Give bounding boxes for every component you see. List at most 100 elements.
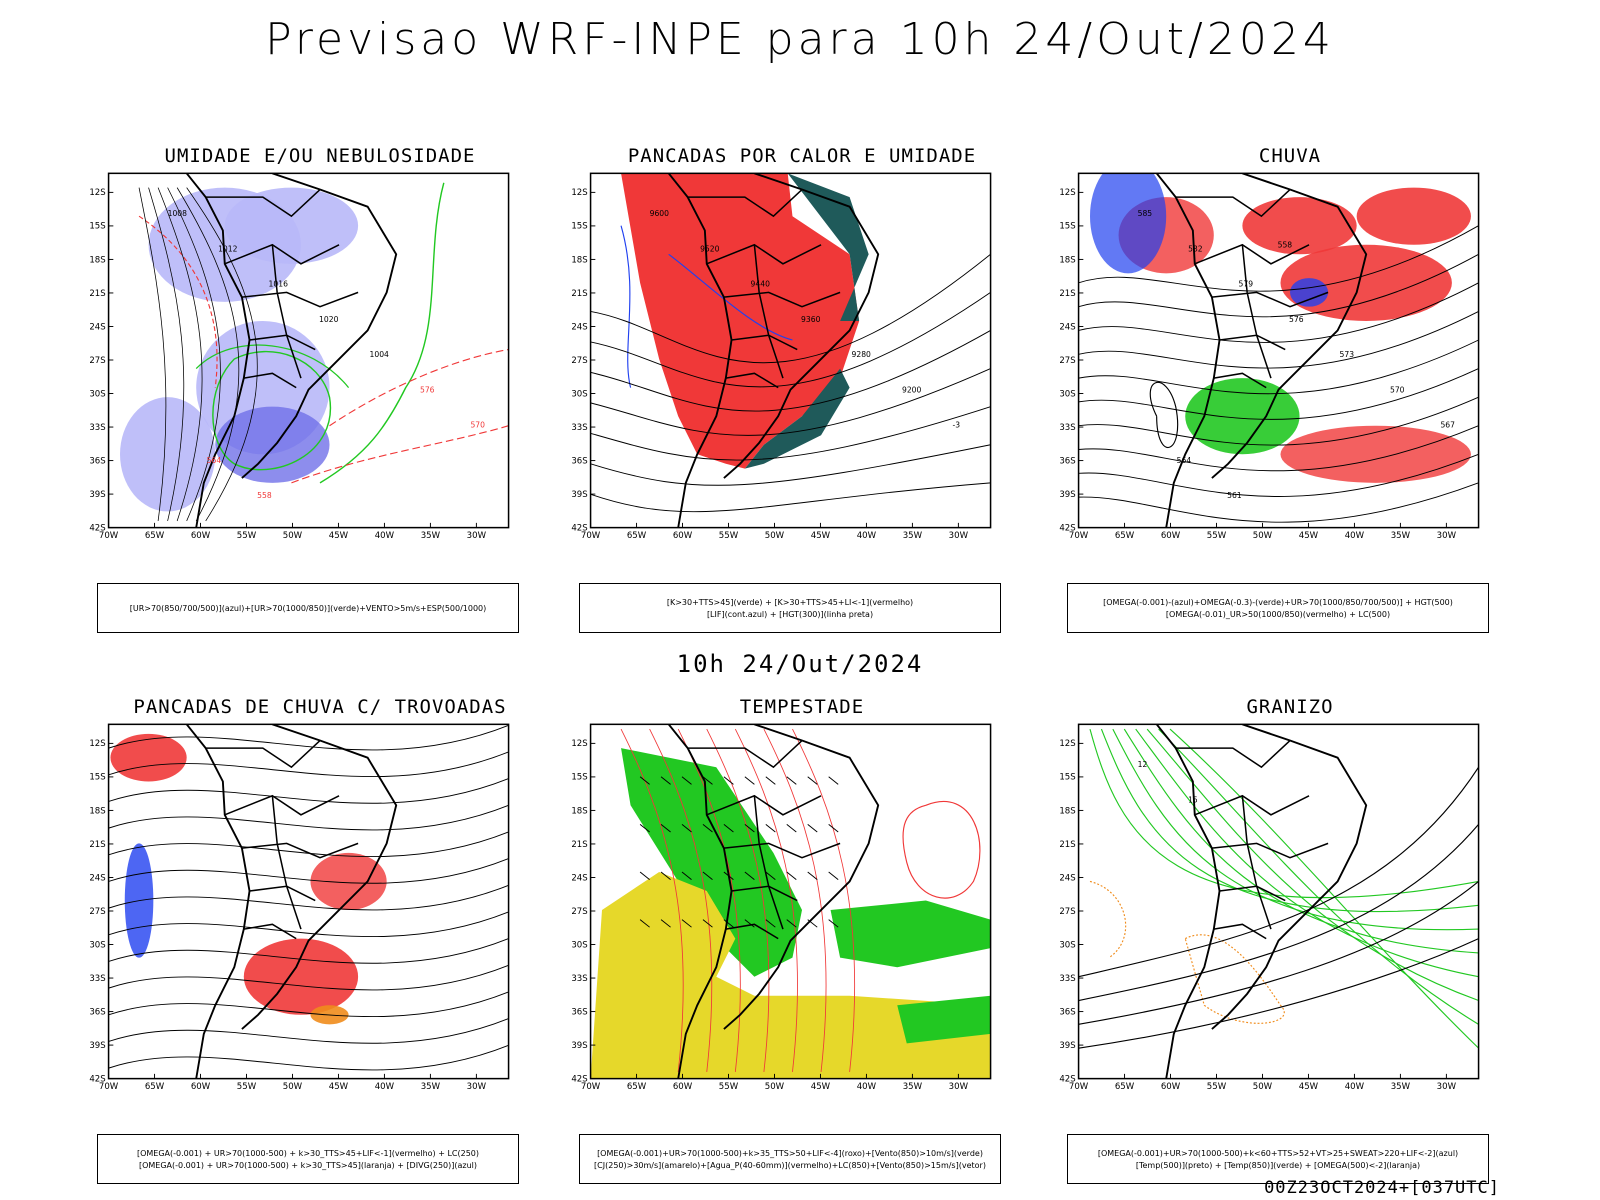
lat-tick-label: 12S: [571, 739, 587, 749]
map-frame: [107, 723, 510, 1080]
lon-tick-label: 50W: [283, 1082, 303, 1091]
lat-tick-label: 21S: [89, 840, 105, 850]
lat-tick-label: 36S: [571, 456, 587, 466]
lat-tick-label: 15S: [571, 773, 587, 783]
lat-tick-label: 21S: [571, 289, 587, 299]
lat-tick-label: 24S: [571, 322, 587, 332]
lon-tick-label: 65W: [1115, 531, 1135, 540]
contour-label: 567: [1440, 421, 1455, 430]
panel-title: GRANIZO: [1246, 696, 1334, 718]
lat-tick-label: 42S: [1059, 523, 1075, 533]
lon-tick-label: 50W: [1253, 1082, 1273, 1091]
lat-tick-label: 18S: [1059, 255, 1075, 265]
lat-tick-label: 33S: [1059, 423, 1075, 433]
lon-tick-label: 70W: [1069, 531, 1089, 540]
map-layers: 1008 1012 1016 1020 1004 576 570 564 558: [120, 173, 509, 528]
lon-tick-label: 35W: [1391, 1082, 1411, 1091]
lat-tick-label: 24S: [89, 873, 105, 883]
map-frame: [1077, 172, 1480, 529]
lat-tick-label: 30S: [89, 940, 105, 950]
lat-tick-label: 24S: [89, 322, 105, 332]
lon-tick-label: 65W: [627, 1082, 647, 1091]
panel-title: CHUVA: [1258, 145, 1322, 167]
lat-tick-label: 12S: [571, 188, 587, 198]
lon-tick-label: 40W: [1345, 531, 1365, 540]
lon-tick-label: 65W: [1115, 1082, 1135, 1091]
panel-title: TEMPESTADE: [739, 696, 865, 718]
lat-tick-label: 21S: [1059, 289, 1075, 299]
lon-tick-label: 50W: [1253, 531, 1273, 540]
forecast-map: 585 582 579 576 573 570 567 564 561 558 12S 15S 18S 2…: [1059, 172, 1480, 540]
contour-label: 9200: [902, 385, 922, 394]
lon-tick-label: 30W: [1437, 531, 1457, 540]
lat-tick-label: 30S: [571, 389, 587, 399]
map-layers: 9600 9520 9440 9360 9280 9200 -3: [590, 173, 991, 528]
panel-title: PANCADAS DE CHUVA C/ TROVOADAS: [133, 696, 507, 718]
lon-tick-label: 35W: [903, 1082, 923, 1091]
lon-tick-label: 70W: [99, 531, 119, 540]
lon-tick-label: 45W: [811, 1082, 831, 1091]
lat-tick-label: 39S: [89, 490, 105, 500]
lat-tick-label: 18S: [89, 806, 105, 816]
lon-tick-label: 30W: [949, 531, 969, 540]
lat-tick-label: 30S: [1059, 940, 1075, 950]
lon-tick-label: 40W: [1345, 1082, 1365, 1091]
lat-tick-label: 15S: [571, 222, 587, 232]
forecast-panel: PANCADAS POR CALOR E UMIDADE 9600 9520 9440…: [552, 145, 1052, 635]
lon-tick-label: 60W: [191, 531, 211, 540]
panel-legend: [OMEGA(-0.001)-(azul)+OMEGA(-0.3)-(verde…: [1067, 583, 1489, 633]
contour-label: 9600: [650, 209, 670, 218]
lat-tick-label: 42S: [89, 523, 105, 533]
lat-tick-label: 39S: [1059, 490, 1075, 500]
lat-tick-label: 36S: [89, 1007, 105, 1017]
lat-tick-label: 15S: [1059, 773, 1075, 783]
map-layers: 12 15: [1078, 724, 1479, 1079]
lat-tick-label: 42S: [89, 1074, 105, 1084]
panel-legend: [UR>70(850/700/500)](azul)+[UR>70(1000/8…: [97, 583, 519, 633]
panel-title: UMIDADE E/OU NEBULOSIDADE: [164, 145, 476, 167]
lon-tick-label: 45W: [329, 1082, 349, 1091]
lat-tick-label: 24S: [1059, 322, 1075, 332]
lon-tick-label: 70W: [581, 1082, 601, 1091]
lat-tick-label: 33S: [89, 423, 105, 433]
forecast-map: 12 15 12S 15S 18S 21S 24S 27S 30S 33S 36S 39S 42S70W…: [1059, 723, 1480, 1091]
legend-line: [OMEGA(-0.001)+UR>70(1000-500)+k<60+TTS>…: [1097, 1148, 1459, 1158]
contour-label: 1020: [319, 315, 339, 324]
lon-tick-label: 70W: [1069, 1082, 1089, 1091]
valid-time-label: 10h 24/Out/2024: [676, 650, 924, 678]
contour-label: 9440: [751, 280, 771, 289]
lat-tick-label: 42S: [571, 523, 587, 533]
lat-tick-label: 27S: [89, 356, 105, 366]
lat-tick-label: 33S: [571, 423, 587, 433]
lat-tick-label: 39S: [571, 1041, 587, 1051]
contour-label: 15: [1188, 795, 1198, 804]
contour-label: 1008: [168, 209, 188, 218]
legend-line: [Temp(500)](preto) + [Temp(850)](verde) …: [1135, 1160, 1421, 1170]
lat-tick-label: 12S: [1059, 188, 1075, 198]
lat-tick-label: 15S: [89, 773, 105, 783]
lon-tick-label: 55W: [237, 531, 257, 540]
forecast-map: 1008 1012 1016 1020 1004 576 570 564 558 12S 15S 18…: [89, 172, 510, 540]
lon-tick-label: 40W: [375, 1082, 395, 1091]
contour-label: 564: [1177, 456, 1192, 465]
lon-tick-label: 50W: [283, 531, 303, 540]
lon-tick-label: 65W: [627, 531, 647, 540]
map-frame: [589, 723, 992, 1080]
map-frame: [107, 172, 510, 529]
lon-tick-label: 45W: [1299, 1082, 1319, 1091]
lon-tick-label: 30W: [949, 1082, 969, 1091]
map-layers: [590, 724, 991, 1079]
legend-line: [OMEGA(-0.01)_UR>50(1000/850)(vermelho) …: [1165, 609, 1391, 619]
lon-tick-label: 45W: [1299, 531, 1319, 540]
contour-label: 570: [470, 421, 485, 430]
lon-tick-label: 45W: [811, 531, 831, 540]
lat-tick-label: 18S: [571, 806, 587, 816]
contour-label: 9360: [801, 315, 821, 324]
panel-legend: [K>30+TTS>45](verde) + [K>30+TTS>45+LI<-…: [579, 583, 1001, 633]
lat-tick-label: 27S: [89, 907, 105, 917]
lon-tick-label: 65W: [145, 1082, 165, 1091]
map-frame: [1077, 723, 1480, 1080]
lon-tick-label: 35W: [421, 1082, 441, 1091]
forecast-map: 9600 9520 9440 9360 9280 9200 -3 12S 15S 18S 21S 24…: [571, 172, 992, 540]
